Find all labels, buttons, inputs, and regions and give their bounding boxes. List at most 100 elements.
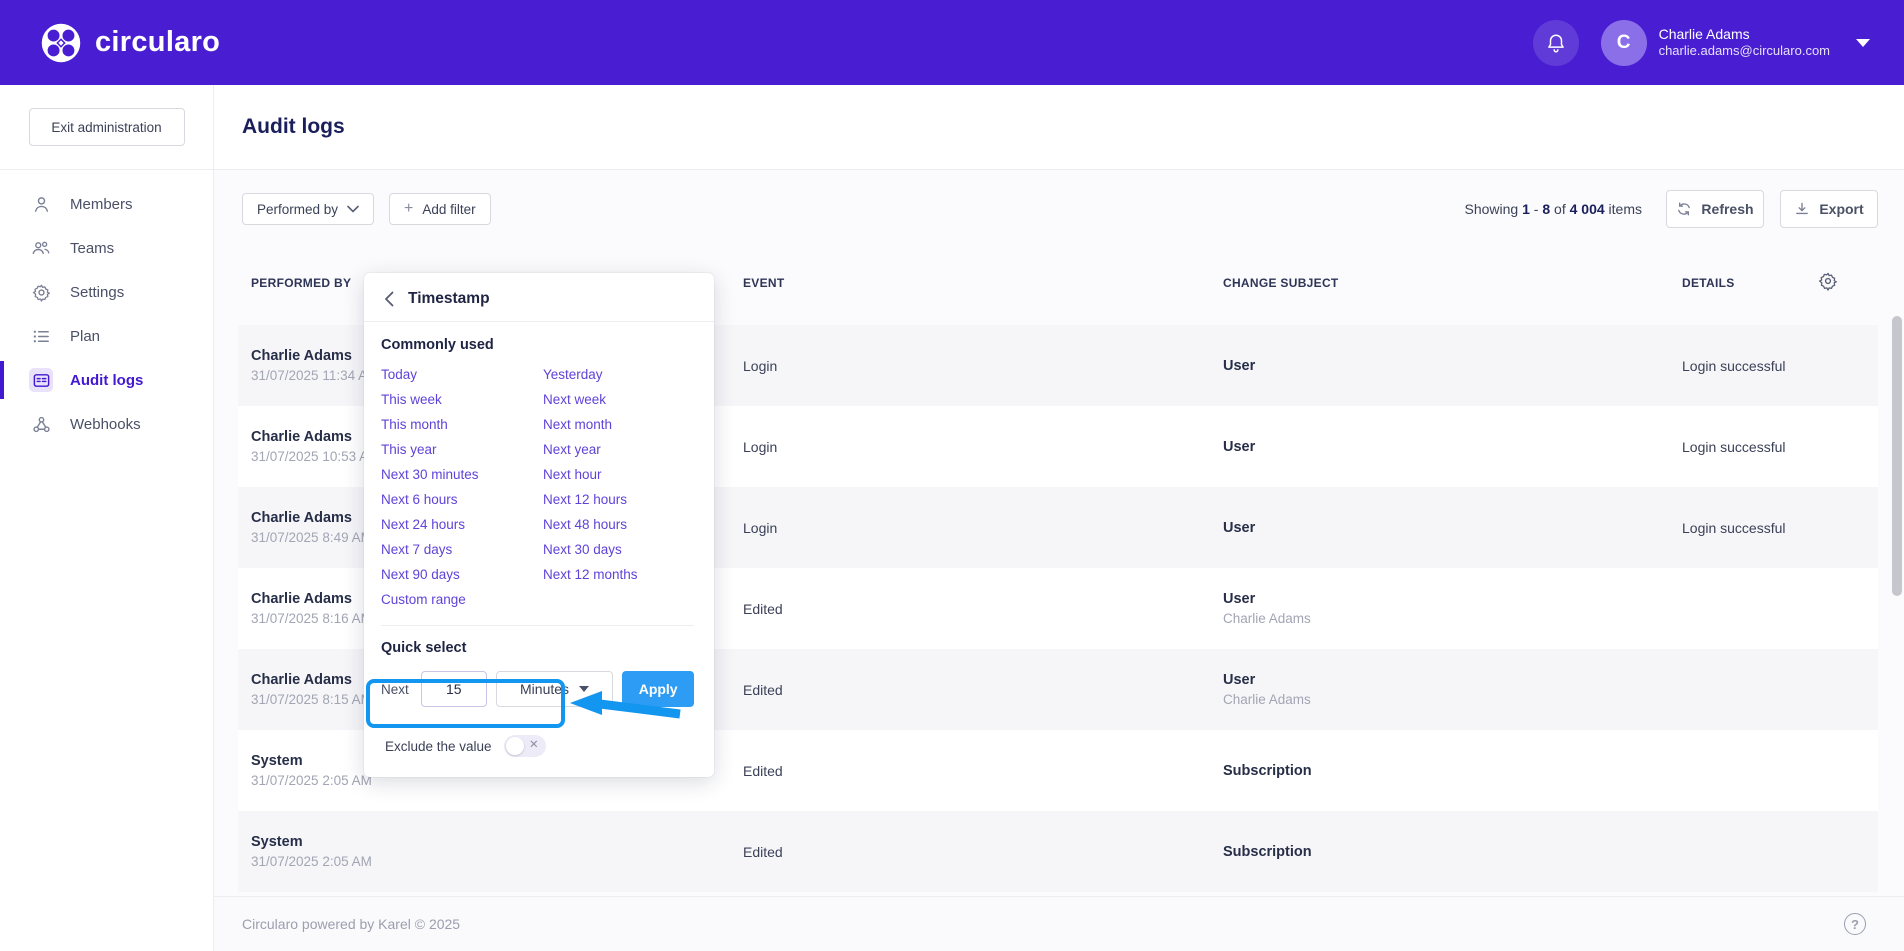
refresh-button[interactable]: Refresh bbox=[1666, 190, 1764, 228]
quick-link-yesterday[interactable]: Yesterday bbox=[543, 367, 603, 382]
toolbar: Performed by + Add filter Showing 1 - 8 … bbox=[242, 189, 1878, 229]
add-filter-label: Add filter bbox=[422, 201, 476, 217]
exit-administration-button[interactable]: Exit administration bbox=[28, 108, 185, 146]
performer-name: System bbox=[251, 834, 303, 850]
avatar: C bbox=[1600, 19, 1647, 66]
performed-by-label: Performed by bbox=[257, 201, 339, 217]
quick-select-heading: Quick select bbox=[381, 640, 467, 656]
subject-name: User bbox=[1223, 672, 1256, 688]
performer-timestamp: 31/07/2025 8:49 AM bbox=[251, 530, 372, 545]
unit-select-value: Minutes bbox=[520, 681, 570, 697]
vertical-scrollbar-thumb[interactable] bbox=[1892, 316, 1902, 596]
event-cell: Edited bbox=[743, 600, 783, 617]
user-menu[interactable]: C Charlie Adams charlie.adams@circularo.… bbox=[1600, 19, 1870, 66]
user-name: Charlie Adams bbox=[1658, 25, 1750, 42]
refresh-label: Refresh bbox=[1701, 201, 1754, 217]
plus-icon: + bbox=[404, 200, 414, 217]
list-icon bbox=[29, 324, 53, 348]
footer: Circularo powered by Karel © 2025 ? bbox=[214, 896, 1904, 951]
quick-link-next-48-hours[interactable]: Next 48 hours bbox=[543, 517, 628, 532]
details-cell: Login successful bbox=[1682, 357, 1786, 374]
performer-name: Charlie Adams bbox=[251, 672, 352, 688]
performer-name: Charlie Adams bbox=[251, 591, 352, 607]
sidebar-item-label: Teams bbox=[70, 239, 115, 257]
sidebar-item-label: Settings bbox=[70, 283, 125, 301]
quick-link-this-month[interactable]: This month bbox=[381, 417, 448, 432]
sidebar-item-audit-logs[interactable]: Audit logs bbox=[0, 358, 213, 402]
performed-by-filter-button[interactable]: Performed by bbox=[242, 193, 375, 225]
performer-timestamp: 31/07/2025 11:34 AM bbox=[251, 368, 379, 383]
quick-link-next-90-days[interactable]: Next 90 days bbox=[381, 567, 460, 582]
notifications-button[interactable] bbox=[1532, 19, 1579, 66]
column-header-change-subject: CHANGE SUBJECT bbox=[1223, 276, 1339, 290]
quick-link-next-30-minutes[interactable]: Next 30 minutes bbox=[381, 467, 479, 482]
quick-link-custom-range[interactable]: Custom range bbox=[381, 592, 466, 607]
subject-name: User bbox=[1223, 438, 1256, 455]
popover-title: Timestamp bbox=[408, 290, 490, 307]
quick-link-next-6-hours[interactable]: Next 6 hours bbox=[381, 492, 458, 507]
page-title: Audit logs bbox=[242, 115, 345, 138]
sidebar-item-plan[interactable]: Plan bbox=[0, 314, 213, 358]
subject-detail: Charlie Adams bbox=[1223, 692, 1311, 707]
quick-link-next-30-days[interactable]: Next 30 days bbox=[543, 542, 622, 557]
sidebar-item-label: Webhooks bbox=[70, 415, 141, 433]
unit-select[interactable]: Minutes bbox=[495, 671, 614, 707]
event-cell: Login bbox=[743, 438, 778, 455]
quick-link-today[interactable]: Today bbox=[381, 367, 418, 382]
performer-name: Charlie Adams bbox=[251, 510, 352, 526]
help-icon[interactable]: ? bbox=[1844, 913, 1866, 935]
main-content: Audit logs Performed by + Add filter Sho… bbox=[214, 85, 1904, 951]
quantity-input[interactable] bbox=[420, 671, 487, 707]
subject-name: Subscription bbox=[1223, 762, 1312, 779]
event-cell: Edited bbox=[743, 843, 783, 860]
chevron-down-icon bbox=[579, 686, 590, 692]
subject-detail: Charlie Adams bbox=[1223, 611, 1311, 626]
quick-link-next-month[interactable]: Next month bbox=[543, 417, 613, 432]
performer-name: Charlie Adams bbox=[251, 429, 352, 445]
sidebar-item-teams[interactable]: Teams bbox=[0, 226, 213, 270]
sidebar-item-label: Plan bbox=[70, 327, 101, 345]
performer-timestamp: 31/07/2025 10:53 AM bbox=[251, 449, 380, 464]
back-button[interactable] bbox=[384, 291, 394, 307]
performer-timestamp: 31/07/2025 2:05 AM bbox=[251, 854, 372, 869]
quick-link-next-12-hours[interactable]: Next 12 hours bbox=[543, 492, 628, 507]
exclude-value-toggle[interactable]: ✕ bbox=[503, 735, 546, 757]
event-cell: Edited bbox=[743, 681, 783, 698]
export-button[interactable]: Export bbox=[1780, 190, 1878, 228]
toggle-knob bbox=[505, 737, 524, 755]
user-email: charlie.adams@circularo.com bbox=[1658, 43, 1830, 59]
quick-link-next-7-days[interactable]: Next 7 days bbox=[381, 542, 453, 557]
quick-link-next-12-months[interactable]: Next 12 months bbox=[543, 567, 638, 582]
event-cell: Login bbox=[743, 357, 778, 374]
performer-timestamp: 31/07/2025 2:05 AM bbox=[251, 773, 372, 788]
column-settings-gear-icon[interactable] bbox=[1818, 271, 1838, 291]
column-header-performed-by: PERFORMED BY bbox=[251, 276, 352, 290]
chevron-down-icon bbox=[1856, 38, 1870, 47]
toggle-x-icon: ✕ bbox=[528, 739, 539, 752]
sidebar-item-webhooks[interactable]: Webhooks bbox=[0, 402, 213, 446]
performer-name: Charlie Adams bbox=[251, 348, 352, 364]
column-header-details: DETAILS bbox=[1682, 276, 1735, 290]
performer-name: System bbox=[251, 753, 303, 769]
chevron-down-icon bbox=[347, 205, 359, 213]
quick-link-next-24-hours[interactable]: Next 24 hours bbox=[381, 517, 466, 532]
chevron-left-icon bbox=[385, 291, 394, 307]
sidebar-item-members[interactable]: Members bbox=[0, 182, 213, 226]
download-icon bbox=[1796, 202, 1809, 215]
details-cell: Login successful bbox=[1682, 438, 1786, 455]
sidebar-item-settings[interactable]: Settings bbox=[0, 270, 213, 314]
performer-timestamp: 31/07/2025 8:15 AM bbox=[251, 692, 372, 707]
sidebar-item-label: Audit logs bbox=[70, 371, 144, 389]
quick-link-this-week[interactable]: This week bbox=[381, 392, 442, 407]
quick-link-next-week[interactable]: Next week bbox=[543, 392, 607, 407]
quick-link-this-year[interactable]: This year bbox=[381, 442, 437, 457]
quick-link-next-hour[interactable]: Next hour bbox=[543, 467, 602, 482]
apply-button[interactable]: Apply bbox=[622, 671, 694, 707]
exclude-value-row: Exclude the value ✕ bbox=[381, 731, 694, 761]
add-filter-button[interactable]: + Add filter bbox=[389, 193, 491, 225]
brand-logo: circularo bbox=[40, 22, 220, 64]
sidebar-item-label: Members bbox=[70, 195, 133, 213]
quick-link-next-year[interactable]: Next year bbox=[543, 442, 601, 457]
showing-count: Showing 1 - 8 of 4 004 items bbox=[1464, 201, 1643, 217]
exclude-value-label: Exclude the value bbox=[385, 738, 492, 754]
